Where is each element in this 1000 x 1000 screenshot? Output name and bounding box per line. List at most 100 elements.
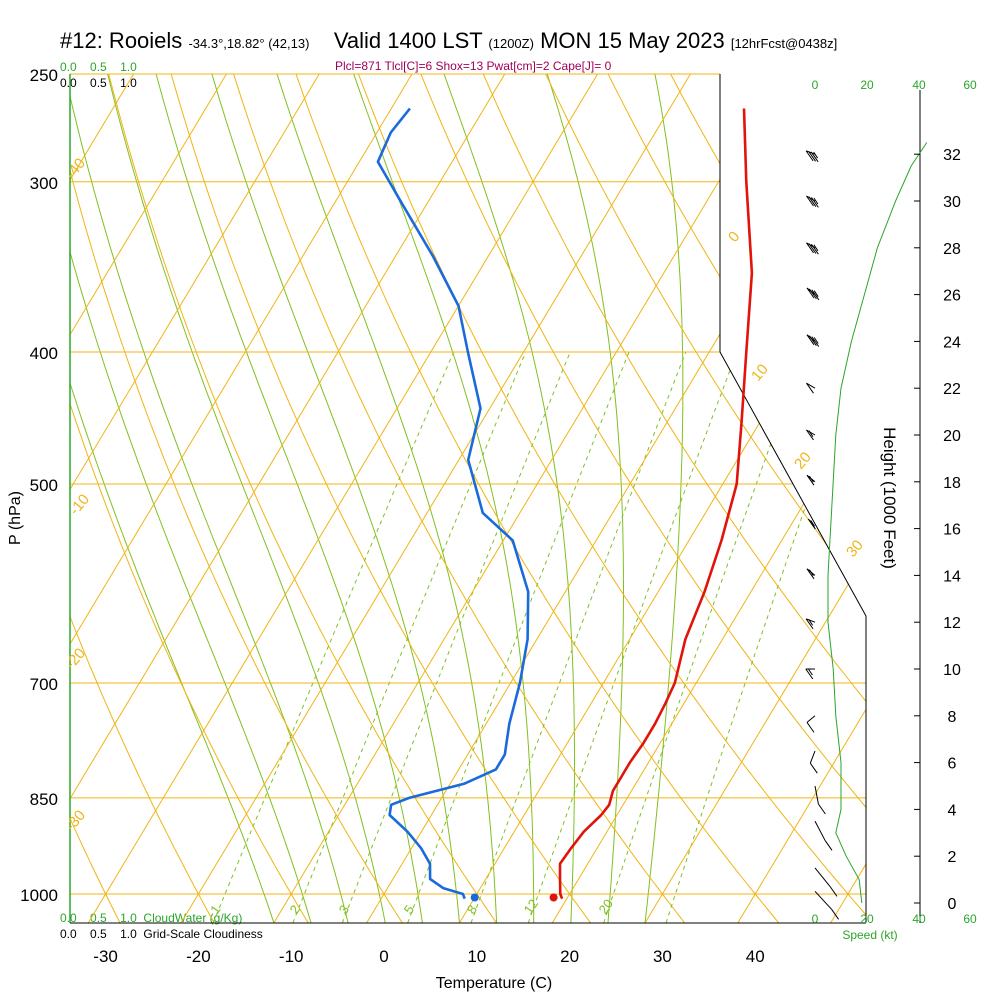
wind-barb-shaft	[806, 429, 816, 436]
height-tick-label: 12	[943, 615, 961, 632]
wind-barb-half	[813, 337, 819, 344]
temperature-tick-label: -30	[93, 947, 118, 966]
wind-barb-shaft	[806, 382, 816, 389]
wind-barb-flag	[811, 289, 820, 301]
height-tick-label: 4	[948, 802, 957, 819]
wind-barb-flag	[808, 196, 817, 207]
moist-adiabat	[70, 74, 275, 923]
wind-barb	[806, 715, 816, 733]
pressure-tick-label: 300	[30, 174, 58, 193]
height-tick-label: 2	[948, 849, 957, 866]
wind-barb	[806, 287, 820, 301]
wind-barb-flag	[810, 243, 819, 255]
dry-adiabat	[472, 74, 866, 923]
temperature-tick-label: -10	[279, 947, 304, 966]
moist-adiabat	[546, 74, 624, 923]
wind-barb-half	[807, 668, 813, 676]
dry-adiabat	[70, 74, 215, 923]
isotherm-label: 0	[725, 228, 743, 245]
wind-barb-flag	[806, 242, 814, 254]
wind-barb-flag	[808, 243, 817, 254]
mixing-ratio-lines	[212, 351, 860, 923]
moist-adiabat	[211, 74, 460, 923]
dry-adiabat	[967, 50, 1000, 923]
height-tick-label: 16	[943, 522, 961, 539]
height-tick-label: 6	[948, 756, 957, 773]
dry-adiabat	[163, 74, 591, 923]
wind-barb-flag	[806, 287, 815, 299]
wind-speed-tick-label-bottom: 20	[860, 912, 874, 926]
wind-speed-tick-label-bottom: 40	[912, 912, 926, 926]
wind-barb	[814, 820, 833, 851]
wind-barb-half	[808, 619, 814, 626]
height-tick-label: 0	[948, 896, 957, 913]
height-axis-title: Height (1000 Feet)	[880, 427, 899, 569]
temperature-tick-label: 30	[653, 947, 672, 966]
wind-barb	[806, 429, 816, 441]
wind-barb	[806, 334, 820, 347]
temperature-tick-label: -20	[186, 947, 211, 966]
dewpoint-line	[376, 107, 530, 900]
wind-speed-tick-label-top: 40	[912, 78, 926, 92]
isotherm-line	[70, 74, 227, 923]
mixing-ratio-label: 12	[521, 896, 542, 916]
mixing-ratio-line	[470, 351, 687, 923]
isotherm-label: -30	[62, 807, 89, 835]
wind-barb-shaft	[805, 150, 816, 155]
wind-speed-tick-label-bottom: 0	[812, 912, 819, 926]
wind-barb-half	[808, 569, 814, 576]
wind-barb-flag	[810, 197, 819, 208]
dry-adiabat	[410, 74, 866, 923]
dry-adiabat	[534, 74, 866, 923]
dry-adiabat	[225, 74, 685, 923]
pressure-tick-label: 700	[30, 675, 58, 694]
mixing-ratio-line	[527, 351, 738, 923]
isotherm-label: 20	[791, 449, 815, 473]
mixing-ratio-label: 20	[596, 896, 617, 916]
wind-barb-flag	[805, 618, 814, 630]
wind-barb-flag	[806, 722, 815, 733]
wind-barb-flag	[829, 886, 838, 897]
wind-barb-shaft	[814, 867, 831, 887]
wind-barb-flag	[806, 429, 814, 441]
wind-speed-tick-label-top: 0	[812, 78, 819, 92]
moist-adiabat	[70, 74, 312, 923]
wind-barb-flag	[805, 150, 814, 162]
isotherm-line	[70, 74, 320, 923]
moist-adiabat	[107, 74, 386, 923]
wind-barb	[809, 750, 818, 774]
mixing-ratio-line	[212, 351, 455, 923]
height-tick-label: 28	[943, 241, 961, 258]
wind-barb	[814, 785, 826, 815]
isotherms	[70, 74, 866, 923]
pressure-tick-label: 250	[30, 66, 58, 85]
wind-barb-flag	[806, 474, 815, 486]
dry-adiabat	[70, 74, 403, 923]
wind-barb-shaft	[809, 750, 816, 764]
cloudiness-label: Grid-Scale Cloudiness	[143, 927, 263, 941]
temperature-tick-label: 20	[560, 947, 579, 966]
isobars	[70, 73, 866, 895]
wind-barb-shaft	[805, 618, 816, 623]
wind-barb-flag	[824, 840, 833, 851]
sounding-series	[376, 107, 754, 902]
bottom-cloudiness-scale: 0.0 0.5 1.0 Grid-Scale Cloudiness	[60, 927, 263, 941]
isotherm-label: 30	[843, 537, 867, 561]
temperature-tick-label: 40	[746, 947, 765, 966]
wind-speed-line	[827, 142, 928, 904]
wind-barb-half	[813, 197, 819, 205]
bottom-cloudwater-scale: 0.0 0.5 1.0 CloudWater (g/Kg)	[60, 911, 243, 925]
moist-adiabat	[644, 74, 684, 923]
dry-adiabat	[595, 74, 866, 923]
isotherm-line	[458, 74, 866, 923]
height-tick-label: 20	[943, 428, 961, 445]
wind-barb	[806, 382, 816, 394]
valid-time: Valid 1400 LST	[333, 28, 483, 53]
wind-barb-shaft	[814, 890, 832, 910]
wind-barb-half	[808, 430, 814, 437]
pressure-tick-label: 1000	[20, 886, 58, 905]
top-cloudwater-scale: 0.0 0.5 1.0	[60, 60, 137, 74]
wind-barb-flag	[831, 909, 840, 920]
